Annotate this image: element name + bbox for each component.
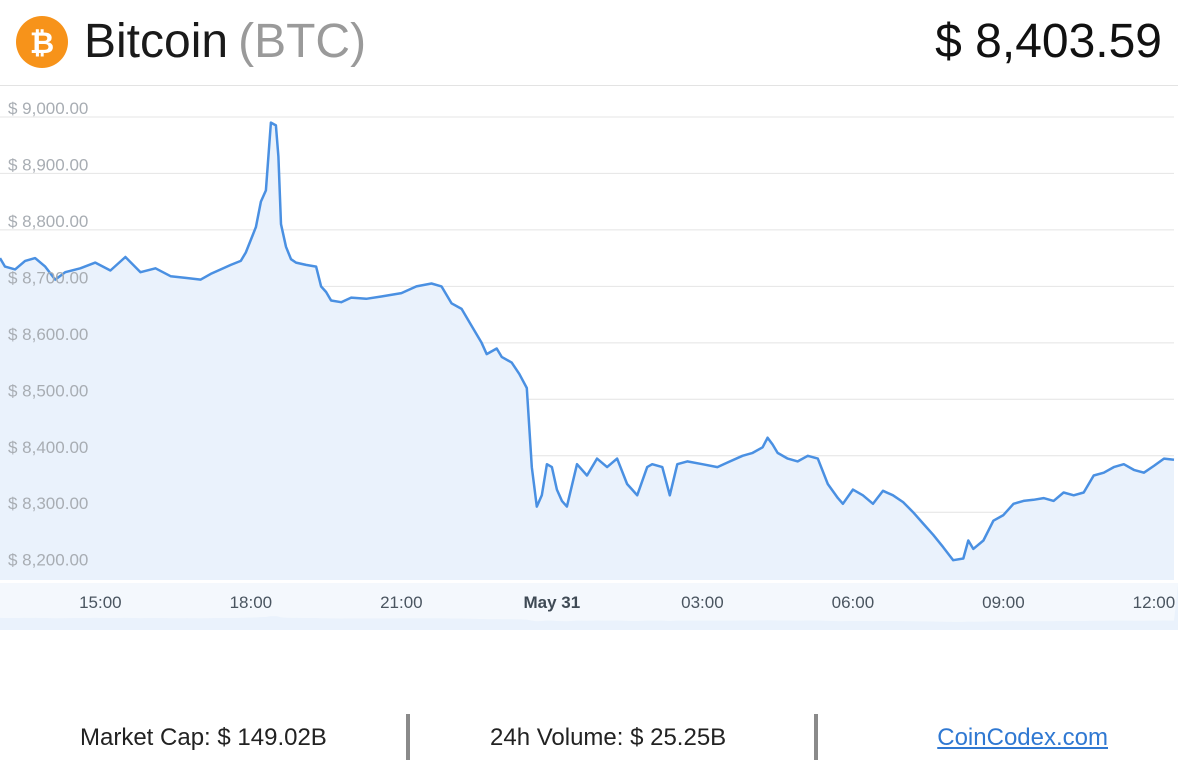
svg-text:₿: ₿: [30, 26, 54, 61]
x-tick-label: May 31: [524, 593, 581, 612]
x-tick-label: 15:00: [79, 593, 122, 612]
coin-header: ₿ Bitcoin (BTC) $ 8,403.59: [0, 0, 1178, 86]
y-axis-labels: $ 9,000.00 $ 8,900.00 $ 8,800.00 $ 8,700.00…: [8, 100, 88, 570]
y-tick-label: $ 8,300.00: [8, 494, 88, 513]
price-area: [0, 122, 1174, 580]
navigator-series: [0, 585, 1178, 630]
header-divider: [0, 85, 1178, 86]
y-tick-label: $ 8,600.00: [8, 325, 88, 344]
x-tick-label: 09:00: [982, 593, 1025, 612]
x-tick-label: 12:00: [1133, 593, 1176, 612]
x-tick-label: 18:00: [230, 593, 273, 612]
x-tick-label: 21:00: [380, 593, 423, 612]
y-tick-label: $ 8,700.00: [8, 268, 88, 287]
bitcoin-icon: ₿: [16, 16, 68, 68]
market-cap: Market Cap: $ 149.02B: [80, 724, 327, 751]
price-chart[interactable]: $ 9,000.00 $ 8,900.00 $ 8,800.00 $ 8,700.00…: [0, 100, 1178, 635]
price-line: [0, 121, 1175, 562]
footer-separator: [814, 714, 818, 760]
current-price: $ 8,403.59: [935, 15, 1162, 68]
x-tick-label: 03:00: [681, 593, 724, 612]
coin-title: Bitcoin (BTC): [84, 12, 366, 72]
stats-footer: Market Cap: $ 149.02B 24h Volume: $ 25.2…: [0, 706, 1178, 766]
y-tick-label: $ 8,500.00: [8, 381, 88, 400]
range-navigator[interactable]: [0, 583, 1178, 630]
x-axis-labels: 15:00 18:00 21:00 May 31 03:00 06:00 09:00 12:0…: [79, 593, 1175, 612]
footer-separator: [406, 714, 410, 760]
coincodex-link[interactable]: CoinCodex.com: [937, 724, 1108, 751]
y-tick-label: $ 8,400.00: [8, 438, 88, 457]
x-tick-label: 06:00: [832, 593, 875, 612]
y-tick-label: $ 8,200.00: [8, 551, 88, 570]
coin-name: Bitcoin: [84, 15, 229, 68]
y-tick-label: $ 8,900.00: [8, 155, 88, 174]
volume-24h: 24h Volume: $ 25.25B: [490, 724, 727, 751]
y-tick-label: $ 9,000.00: [8, 100, 88, 118]
coin-symbol: (BTC): [238, 15, 367, 68]
y-tick-label: $ 8,800.00: [8, 212, 88, 231]
